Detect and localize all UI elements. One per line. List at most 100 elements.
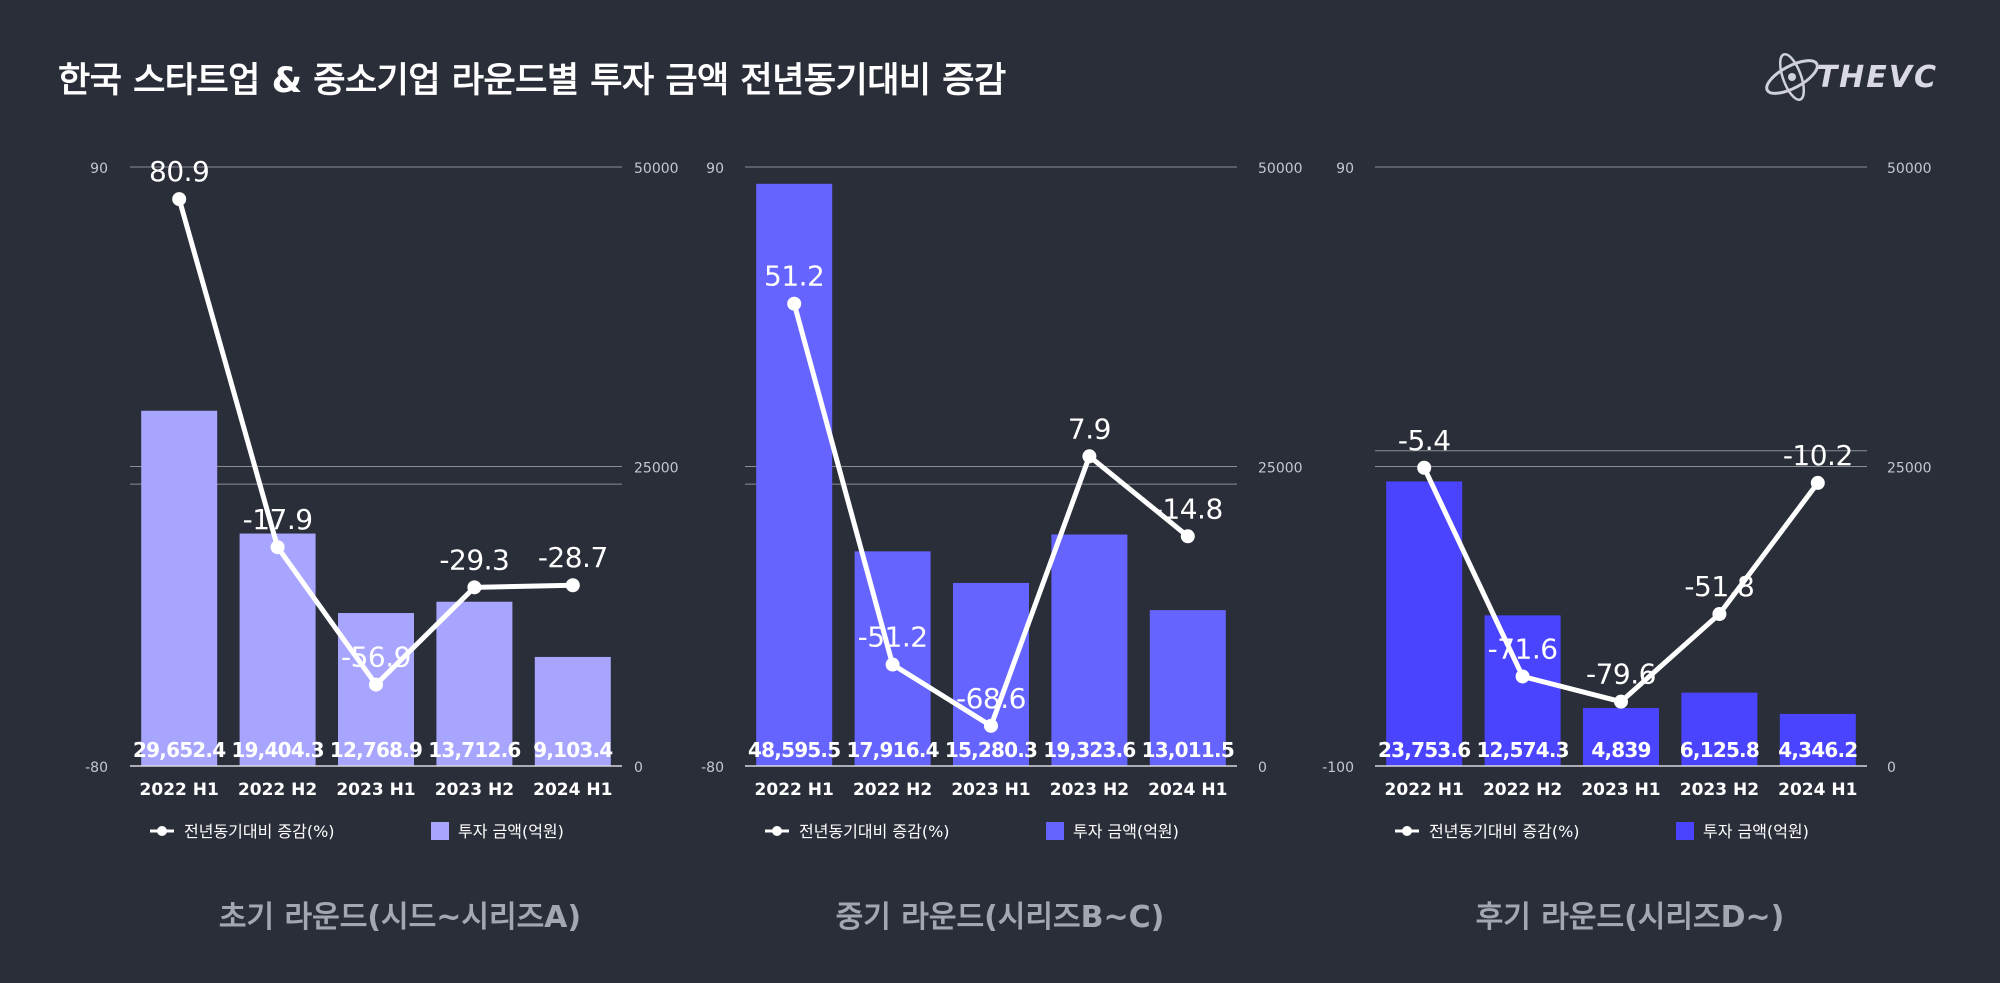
late-bar-0 — [1386, 481, 1463, 766]
page-title: 한국 스타트업 & 중소기업 라운드별 투자 금액 전년동기대비 증감 — [58, 61, 1006, 101]
mid-right-tick-mid: 25000 — [1258, 461, 1303, 477]
mid-left-tick-bottom: -80 — [701, 760, 724, 776]
early-right-tick-top: 50000 — [634, 161, 679, 177]
mid-x-tick-2: 2023 H1 — [951, 780, 1030, 800]
early-legend-bar-swatch — [431, 822, 449, 840]
early-legend-bar-label: 투자 금액(억원) — [458, 822, 564, 841]
early-bar-0 — [141, 410, 218, 766]
mid-legend-bar-label: 투자 금액(억원) — [1073, 822, 1179, 841]
late-right-tick-mid: 25000 — [1887, 461, 1932, 477]
late-bar-1 — [1484, 615, 1561, 766]
late-line-point-1 — [1515, 669, 1530, 684]
early-x-tick-3: 2023 H2 — [435, 780, 514, 800]
mid-bar-2 — [953, 582, 1029, 766]
late-x-tick-0: 2022 H1 — [1385, 780, 1464, 800]
mid-line-label-1: -51.2 — [858, 621, 928, 654]
late-legend-bar-swatch — [1676, 822, 1694, 840]
late-line-label-0: -5.4 — [1398, 424, 1451, 457]
early-line-label-2: -56.9 — [341, 641, 411, 674]
mid-right-tick-bottom: 0 — [1258, 760, 1267, 776]
late-bar-label-4: 4,346.2 — [1778, 738, 1857, 762]
early-x-tick-4: 2024 H1 — [533, 780, 612, 800]
mid-bar-label-1: 17,916.4 — [846, 738, 938, 762]
mid-line-label-0: 51.2 — [764, 260, 824, 293]
early-right-tick-bottom: 0 — [634, 760, 643, 776]
late-line-point-0 — [1417, 460, 1432, 475]
logo-text: THEVC — [1816, 59, 1938, 95]
late-left-tick-bottom: -100 — [1322, 760, 1354, 776]
early-line-point-3 — [467, 580, 482, 595]
mid-bar-3 — [1051, 534, 1128, 766]
mid-bar-4 — [1149, 610, 1226, 766]
mid-legend-line-label: 전년동기대비 증감(%) — [799, 822, 950, 841]
brand-logo: THEVC — [1759, 50, 1938, 104]
early-legend-line-dot — [157, 826, 167, 836]
late-x-tick-3: 2023 H2 — [1680, 780, 1759, 800]
late-bar-label-1: 12,574.3 — [1476, 738, 1568, 762]
early-line-point-2 — [369, 677, 383, 692]
mid-line-point-3 — [1082, 449, 1097, 464]
early-line-point-0 — [172, 192, 187, 207]
early-bar-4 — [534, 656, 611, 766]
late-bar-4 — [1779, 713, 1856, 766]
mid-x-tick-1: 2022 H2 — [853, 780, 932, 800]
late-x-tick-1: 2022 H2 — [1483, 780, 1562, 800]
early-right-tick-mid: 25000 — [634, 461, 679, 477]
late-bar-3 — [1681, 692, 1758, 766]
early-line-point-4 — [565, 578, 580, 593]
early-line-label-0: 80.9 — [149, 155, 209, 188]
late-right-tick-top: 50000 — [1887, 161, 1932, 177]
late-line-point-3 — [1712, 607, 1727, 622]
early-left-tick-bottom: -80 — [85, 760, 108, 776]
late-bar-label-0: 23,753.6 — [1378, 738, 1470, 762]
early-bar-1 — [239, 533, 316, 766]
late-line-label-2: -79.6 — [1586, 658, 1656, 691]
mid-legend-bar-swatch — [1046, 822, 1064, 840]
mid-line-point-2 — [984, 718, 998, 733]
early-x-tick-0: 2022 H1 — [140, 780, 219, 800]
early-line-label-3: -29.3 — [439, 543, 509, 576]
early-bar-label-3: 13,712.6 — [428, 738, 520, 762]
late-legend-bar-label: 투자 금액(억원) — [1703, 822, 1809, 841]
late-line-label-1: -71.6 — [1488, 632, 1558, 665]
late-legend-line-label: 전년동기대비 증감(%) — [1429, 822, 1580, 841]
early-bar-label-2: 12,768.9 — [330, 738, 422, 762]
mid-line-label-2: -68.6 — [956, 682, 1026, 715]
early-x-tick-1: 2022 H2 — [238, 780, 317, 800]
early-bar-label-4: 9,103.4 — [533, 738, 612, 762]
early-x-tick-2: 2023 H1 — [336, 780, 415, 800]
mid-x-tick-4: 2024 H1 — [1148, 780, 1227, 800]
mid-line-label-3: 7.9 — [1068, 412, 1111, 445]
late-legend-line-dot — [1402, 826, 1412, 836]
late-left-tick-top: 90 — [1336, 161, 1354, 177]
early-bar-3 — [436, 601, 513, 766]
subtitle-early-round: 초기 라운드(시드~시리즈A) — [218, 900, 582, 935]
early-legend-line-label: 전년동기대비 증감(%) — [184, 822, 335, 841]
late-bar-label-3: 6,125.8 — [1680, 738, 1759, 762]
late-right-tick-bottom: 0 — [1887, 760, 1896, 776]
late-x-tick-2: 2023 H1 — [1581, 780, 1660, 800]
late-line-point-2 — [1614, 694, 1628, 709]
mid-x-tick-0: 2022 H1 — [755, 780, 834, 800]
mid-bar-0 — [756, 183, 833, 766]
early-line-label-4: -28.7 — [538, 541, 608, 574]
mid-bar-label-4: 13,011.5 — [1142, 738, 1234, 762]
mid-left-tick-top: 90 — [706, 161, 724, 177]
mid-line-point-1 — [885, 657, 900, 672]
mid-line-label-4: -14.8 — [1153, 492, 1223, 525]
mid-x-tick-3: 2023 H2 — [1050, 780, 1129, 800]
mid-line-point-4 — [1180, 529, 1195, 544]
early-line-label-1: -17.9 — [243, 503, 313, 536]
late-bar-label-2: 4,839 — [1591, 738, 1650, 762]
mid-bar-label-2: 15,280.3 — [945, 738, 1037, 762]
late-line-label-3: -51.8 — [1684, 570, 1754, 603]
early-left-tick-top: 90 — [90, 161, 108, 177]
early-bar-label-0: 29,652.4 — [133, 738, 225, 762]
subtitle-late-round: 후기 라운드(시리즈D~) — [1475, 900, 1785, 935]
mid-bar-label-3: 19,323.6 — [1043, 738, 1135, 762]
early-bar-label-1: 19,404.3 — [231, 738, 323, 762]
mid-line-point-0 — [787, 296, 802, 311]
late-x-tick-4: 2024 H1 — [1778, 780, 1857, 800]
